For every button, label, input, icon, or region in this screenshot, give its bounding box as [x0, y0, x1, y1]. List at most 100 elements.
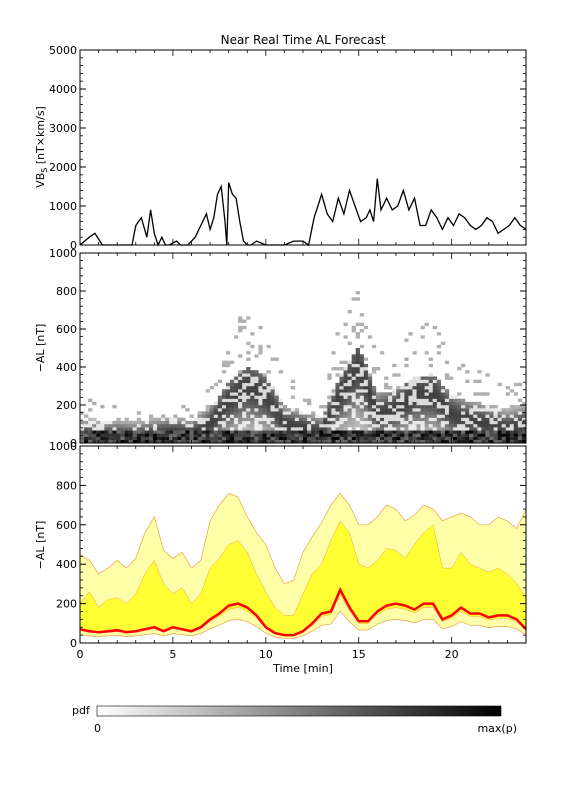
heatmap-cell	[120, 427, 125, 431]
heatmap-cell	[375, 401, 381, 406]
heatmap-cell	[489, 424, 494, 428]
heatmap-cell	[80, 411, 85, 415]
heatmap-cell	[367, 382, 373, 387]
heatmap-cell	[412, 430, 417, 434]
heatmap-cell	[461, 430, 466, 434]
heatmap-cell	[448, 376, 454, 380]
heatmap-cell	[343, 427, 348, 431]
heatmap-cell	[246, 424, 251, 428]
heatmap-cell	[416, 389, 421, 393]
heatmap-cell	[250, 408, 255, 412]
heatmap-cell	[88, 420, 93, 425]
heatmap-cell	[513, 414, 519, 418]
heatmap-cell	[294, 408, 300, 412]
heatmap-cell	[327, 420, 332, 425]
heatmap-cell	[517, 382, 523, 387]
heatmap-cell	[128, 427, 133, 431]
heatmap-cell	[509, 414, 515, 418]
heatmap-cell	[294, 436, 300, 441]
heatmap-cell	[513, 420, 519, 425]
heatmap-cell	[157, 420, 162, 425]
heatmap-cell	[343, 420, 348, 425]
heatmap-cell	[444, 408, 450, 412]
heatmap-cell	[371, 439, 377, 444]
heatmap-cell	[355, 408, 360, 412]
heatmap-cell	[307, 427, 312, 431]
heatmap-cell	[461, 398, 466, 403]
heatmap-cell	[148, 420, 154, 425]
heatmap-cell	[501, 430, 506, 434]
heatmap-cell	[436, 414, 442, 418]
heatmap-cell	[234, 424, 239, 428]
heatmap-cell	[448, 433, 454, 437]
heatmap-cell	[104, 420, 109, 425]
heatmap-cell	[485, 424, 490, 428]
heatmap-cell	[286, 430, 292, 434]
heatmap-cell	[384, 395, 389, 399]
heatmap-cell	[217, 408, 223, 412]
heatmap-cell	[412, 433, 417, 437]
heatmap-cell	[432, 395, 437, 399]
heatmap-cell	[205, 436, 210, 441]
heatmap-cell	[238, 424, 243, 428]
heatmap-cell	[193, 430, 198, 434]
heatmap-cell	[388, 401, 393, 406]
heatmap-cell	[436, 351, 442, 355]
heatmap-cell	[517, 420, 523, 425]
heatmap-cell	[197, 420, 202, 425]
heatmap-cell	[457, 439, 462, 444]
heatmap-cell	[444, 417, 450, 422]
heatmap-cell	[453, 427, 458, 431]
heatmap-cell	[380, 395, 385, 399]
heatmap-cell	[424, 433, 429, 437]
colorbar: pdf 0 max(p)	[72, 704, 517, 735]
heatmap-cell	[384, 405, 389, 409]
heatmap-cell	[250, 433, 255, 437]
heatmap-cell	[116, 427, 121, 431]
heatmap-cell	[359, 322, 365, 327]
heatmap-cell	[290, 439, 296, 444]
heatmap-cell	[339, 379, 344, 384]
heatmap-cell	[453, 433, 458, 437]
heatmap-cell	[481, 424, 486, 428]
heatmap-cell	[473, 414, 478, 418]
heatmap-cell	[250, 389, 255, 393]
heatmap-cell	[88, 417, 93, 422]
heatmap-cell	[513, 405, 519, 409]
heatmap-cell	[230, 395, 235, 399]
heatmap-cell	[161, 417, 166, 422]
heatmap-cell	[392, 414, 397, 418]
heatmap-cell	[420, 414, 425, 418]
heatmap-cell	[88, 398, 93, 403]
heatmap-cell	[343, 370, 348, 374]
heatmap-cell	[396, 439, 401, 444]
heatmap-cell	[307, 436, 312, 441]
heatmap-cell	[303, 427, 308, 431]
heatmap-cell	[469, 401, 474, 406]
heatmap-cell	[246, 420, 251, 425]
heatmap-cell	[161, 433, 166, 437]
heatmap-cell	[177, 424, 182, 428]
heatmap-cell	[485, 433, 490, 437]
heatmap-cell	[388, 395, 393, 399]
heatmap-cell	[217, 439, 223, 444]
heatmap-cell	[481, 405, 486, 409]
heatmap-cell	[242, 386, 247, 390]
heatmap-cell	[392, 395, 397, 399]
heatmap-cell	[258, 376, 263, 380]
heatmap-cell	[432, 424, 437, 428]
heatmap-cell	[493, 417, 498, 422]
heatmap-cell	[477, 401, 482, 406]
heatmap-cell	[371, 436, 377, 441]
heatmap-cell	[152, 439, 158, 444]
heatmap-cell	[258, 427, 263, 431]
heatmap-cell	[367, 386, 373, 390]
heatmap-cell	[311, 439, 316, 444]
top-ytick-label: 3000	[49, 122, 77, 135]
heatmap-cell	[469, 414, 474, 418]
heatmap-cell	[84, 436, 89, 441]
heatmap-cell	[331, 427, 336, 431]
heatmap-cell	[335, 382, 340, 387]
heatmap-cell	[205, 424, 210, 428]
